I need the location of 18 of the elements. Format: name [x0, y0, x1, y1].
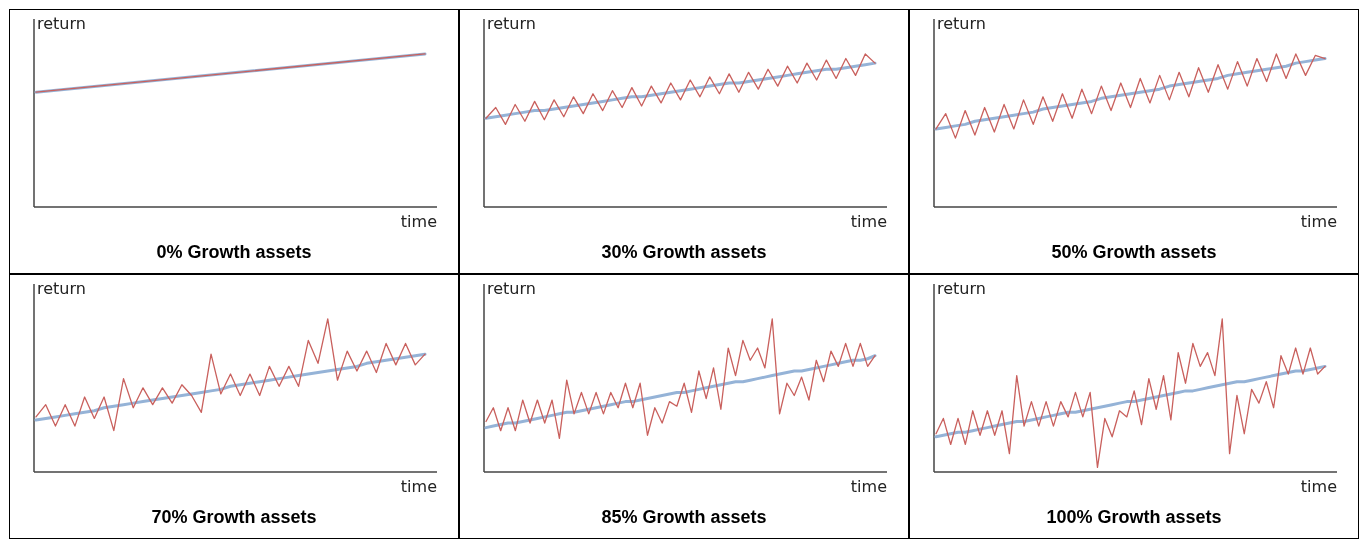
x-axis-title: time: [850, 477, 887, 496]
text: 85% Growth assets: [601, 507, 767, 527]
y-axis-title: return: [37, 279, 86, 298]
text: 30% Growth assets: [601, 242, 767, 262]
y-axis-title: return: [937, 279, 986, 298]
x-axis-title: time: [1300, 212, 1337, 231]
y-axis-title: return: [37, 14, 86, 33]
text: 0% Growth assets: [156, 242, 312, 262]
text: 50% Growth assets: [1051, 242, 1217, 262]
y-axis-title: return: [487, 279, 536, 298]
x-axis-title: time: [1300, 477, 1337, 496]
text: 70% Growth assets: [151, 507, 317, 527]
y-axis-title: return: [487, 14, 536, 33]
x-axis-title: time: [400, 477, 437, 496]
x-axis-title: time: [850, 212, 887, 231]
text: 100% Growth assets: [1046, 507, 1222, 527]
x-axis-title: time: [400, 212, 437, 231]
y-axis-title: return: [937, 14, 986, 33]
